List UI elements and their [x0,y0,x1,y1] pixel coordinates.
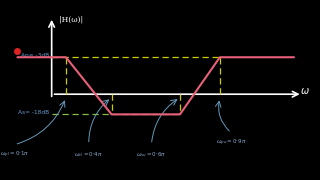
Text: $\omega_{pu}= 0{\cdot}9\pi$: $\omega_{pu}= 0{\cdot}9\pi$ [216,138,246,148]
Text: Ap= -3dB: Ap= -3dB [21,53,49,58]
Text: ω: ω [301,86,309,96]
Text: $\omega_{pl}= 0{\cdot}1\pi$: $\omega_{pl}= 0{\cdot}1\pi$ [0,150,29,160]
Text: $\omega_{cl}= 0{\cdot}4\pi$: $\omega_{cl}= 0{\cdot}4\pi$ [74,150,103,159]
Text: |H(ω)|: |H(ω)| [59,15,83,23]
Text: $\omega_{su}= 0{\cdot}6\pi$: $\omega_{su}= 0{\cdot}6\pi$ [136,150,166,159]
Text: As= -18dB: As= -18dB [18,110,49,115]
